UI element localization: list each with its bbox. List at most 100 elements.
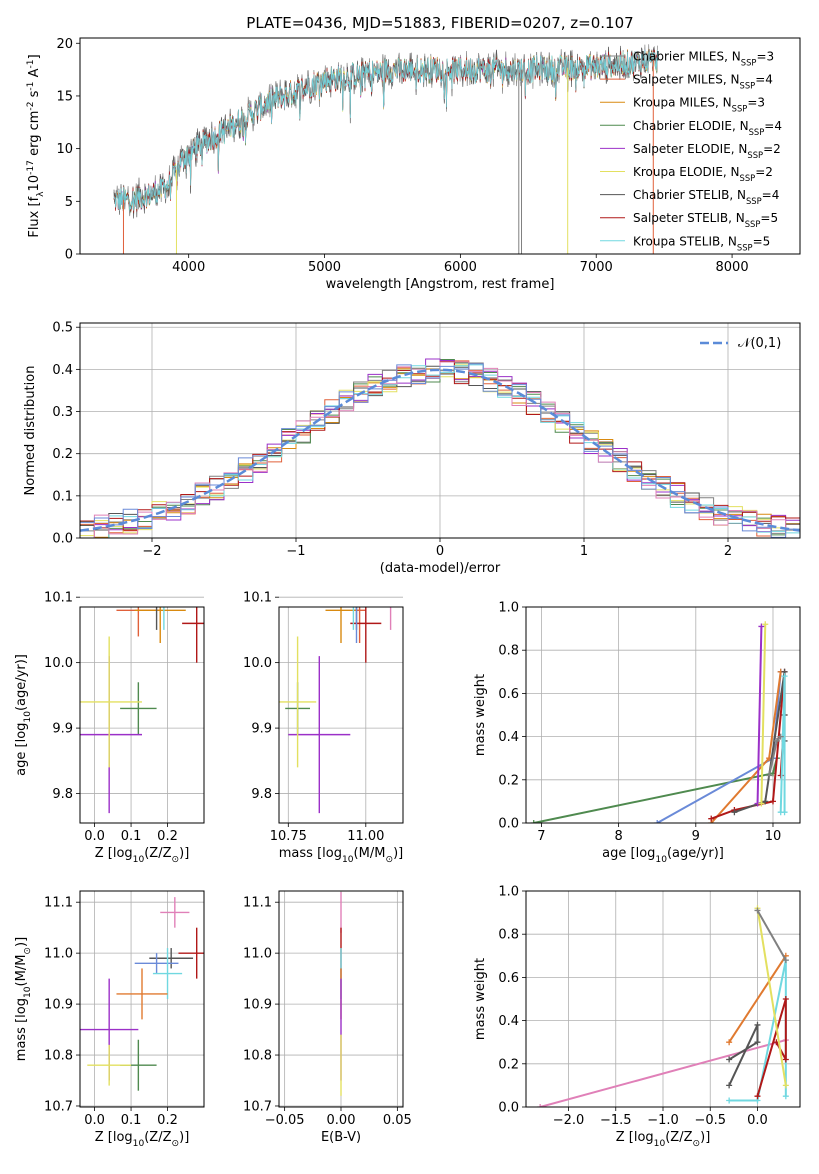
x-axis-label: (data-model)/error bbox=[380, 561, 501, 576]
weight-line bbox=[756, 908, 787, 1086]
mass-vs-ebv-panel: −0.05 0.00 0.05 10.7 10.8 10.9 11.0 11.1 E(B-V) bbox=[243, 890, 412, 1145]
x-axis-label: Z [log10(Z/Z⊙)] bbox=[616, 1130, 711, 1149]
y-tick-label: 0.0 bbox=[52, 532, 73, 547]
x-tick-label: 0.2 bbox=[157, 829, 178, 844]
x-axis-label: wavelength [Angstrom, rest frame] bbox=[326, 277, 555, 292]
x-tick-label: 6000 bbox=[444, 260, 477, 275]
x-tick-label: 1 bbox=[580, 544, 588, 559]
residual-legend: 𝒩(0,1) bbox=[700, 336, 781, 351]
spectrum-legend: Chabrier MILES, NSSP=3 Salpeter MILES, NS… bbox=[600, 50, 782, 252]
y-tick-label: 9.9 bbox=[251, 722, 272, 737]
x-axis-label: Z [log10(Z/Z⊙)] bbox=[95, 846, 190, 865]
spectrum-curves bbox=[113, 44, 658, 254]
x-tick-label: 9 bbox=[692, 829, 700, 844]
x-tick-label: 0.2 bbox=[157, 1113, 178, 1128]
y-tick-label: 10.0 bbox=[44, 656, 73, 671]
histogram-step bbox=[80, 363, 800, 538]
y-tick-label: 15 bbox=[56, 89, 73, 104]
weight-marker bbox=[773, 737, 780, 744]
y-tick-label: 10.0 bbox=[243, 656, 272, 671]
y-tick-label: 0.6 bbox=[498, 971, 519, 986]
weight-marker bbox=[781, 809, 788, 816]
x-tick-label: 0.1 bbox=[121, 829, 142, 844]
y-tick-label: 10.7 bbox=[243, 1099, 272, 1114]
y-tick-label: 10.7 bbox=[44, 1099, 73, 1114]
legend-label: Salpeter ELODIE, NSSP=2 bbox=[633, 142, 781, 160]
x-tick-label: 0.1 bbox=[121, 1113, 142, 1128]
y-axis-label: Flux [fλ10-17 erg cm-2 s-1 A-1] bbox=[26, 54, 46, 237]
y-tick-label: 9.9 bbox=[52, 722, 73, 737]
x-tick-label: −2 bbox=[142, 544, 161, 559]
y-tick-label: 0 bbox=[65, 248, 73, 263]
x-tick-label: −0.05 bbox=[265, 1113, 305, 1128]
age-vs-Z-panel: 0.0 0.1 0.2 9.8 9.9 10.0 10.1 Z [log10(Z/Z⊙)] ag… bbox=[14, 591, 205, 865]
legend-label: Chabrier MILES, NSSP=3 bbox=[633, 50, 774, 68]
mass-vs-Z-panel: 0.0 0.1 0.2 10.7 10.8 10.9 11.0 11.1 Z [log10(Z/… bbox=[14, 890, 205, 1149]
y-tick-label: 0.8 bbox=[498, 644, 519, 659]
x-tick-label: 0.00 bbox=[327, 1113, 356, 1128]
x-tick-label: 0.0 bbox=[84, 1113, 105, 1128]
x-axis-label: mass [log10(M/M⊙)] bbox=[279, 846, 403, 865]
x-tick-label: 10.75 bbox=[270, 829, 307, 844]
weight-marker bbox=[766, 772, 773, 779]
legend-label: Kroupa ELODIE, NSSP=2 bbox=[633, 165, 773, 183]
y-tick-label: 0.5 bbox=[52, 321, 73, 336]
legend-label: Salpeter MILES, NSSP=4 bbox=[633, 73, 773, 91]
weight-marker bbox=[762, 798, 769, 805]
x-tick-label: −1 bbox=[286, 544, 305, 559]
errorbar-points bbox=[80, 897, 204, 1091]
y-tick-label: 9.8 bbox=[251, 787, 272, 802]
x-tick-label: 7000 bbox=[580, 260, 613, 275]
x-tick-label: −1.0 bbox=[647, 1113, 679, 1128]
x-axis-label: Z [log10(Z/Z⊙)] bbox=[95, 1130, 190, 1149]
y-tick-label: 11.0 bbox=[243, 947, 272, 962]
x-tick-label: 7 bbox=[537, 829, 545, 844]
errorbar-points bbox=[279, 607, 392, 814]
weight-marker bbox=[754, 1093, 761, 1100]
weight-line bbox=[756, 909, 787, 961]
weight-marker bbox=[530, 820, 537, 823]
errorbar-points bbox=[80, 607, 204, 814]
y-tick-label: 0.2 bbox=[498, 1057, 519, 1072]
weight-line bbox=[728, 1024, 759, 1086]
x-tick-label: 4000 bbox=[172, 260, 205, 275]
plot-frame bbox=[79, 322, 801, 539]
weight-marker bbox=[782, 1093, 789, 1100]
weight-line bbox=[710, 671, 782, 823]
x-tick-label: −2.0 bbox=[553, 1113, 585, 1128]
x-tick-label: 10 bbox=[765, 829, 782, 844]
chart-title: PLATE=0436, MJD=51883, FIBERID=0207, z=0… bbox=[246, 14, 633, 32]
histograms bbox=[80, 358, 800, 538]
y-tick-label: 20 bbox=[56, 37, 73, 52]
y-tick-label: 0.4 bbox=[498, 730, 519, 745]
y-tick-label: 0.1 bbox=[52, 489, 73, 504]
x-tick-label: 0 bbox=[436, 544, 444, 559]
x-tick-label: 0.05 bbox=[383, 1113, 412, 1128]
spectrum-line bbox=[113, 49, 658, 211]
x-axis-label: E(B-V) bbox=[321, 1130, 361, 1145]
plot-frame bbox=[79, 606, 205, 824]
weight-marker bbox=[782, 996, 789, 1002]
y-tick-label: 0.0 bbox=[498, 1101, 519, 1116]
y-tick-label: 1.0 bbox=[498, 601, 519, 616]
x-tick-label: 0.0 bbox=[747, 1113, 768, 1128]
plot-frame bbox=[79, 890, 205, 1108]
y-tick-label: 0.4 bbox=[52, 363, 73, 378]
weight-marker bbox=[754, 1021, 761, 1028]
plot-frame bbox=[278, 606, 404, 824]
plot-frame bbox=[79, 37, 801, 255]
y-tick-label: 10.9 bbox=[243, 998, 272, 1013]
legend-label: Kroupa STELIB, NSSP=5 bbox=[633, 234, 770, 252]
x-tick-label: −1.5 bbox=[600, 1113, 632, 1128]
x-tick-label: 0.0 bbox=[84, 829, 105, 844]
x-tick-label: 8000 bbox=[716, 260, 749, 275]
y-axis-label: mass weight bbox=[473, 674, 488, 756]
plot-frame bbox=[278, 890, 404, 1108]
y-tick-label: 10.1 bbox=[243, 591, 272, 606]
normal-curve bbox=[80, 368, 800, 532]
weight-line bbox=[760, 624, 767, 804]
y-tick-label: 0.3 bbox=[52, 405, 73, 420]
residual-panel: −2 −1 0 1 2 0.0 0.1 0.2 0.3 0.4 0.5 𝒩(0,1) (data-mod… bbox=[23, 321, 801, 576]
x-tick-label: 2 bbox=[724, 544, 732, 559]
